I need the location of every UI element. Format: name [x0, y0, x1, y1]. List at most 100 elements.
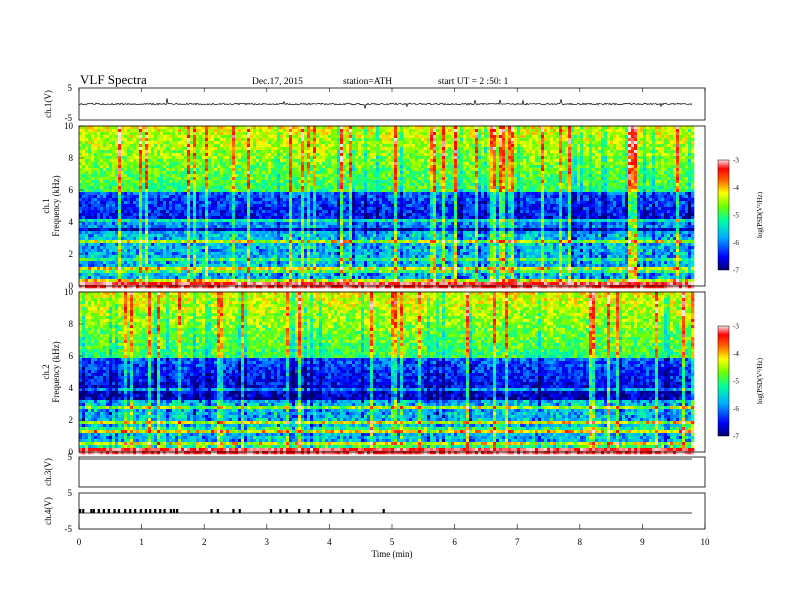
spectrogram-cell: [133, 198, 137, 202]
spectrogram-cell: [100, 216, 104, 220]
spectrogram-cell: [184, 162, 188, 166]
spectrogram-cell: [244, 132, 248, 136]
spectrogram-cell: [106, 219, 110, 223]
spectrogram-cell: [346, 231, 350, 235]
spectrogram-cell: [151, 261, 155, 265]
spectrogram-cell: [190, 153, 194, 157]
spectrogram-cell: [163, 234, 167, 238]
spectrogram-cell: [334, 228, 338, 232]
spectrogram-cell: [226, 246, 230, 250]
spectrogram-cell: [298, 276, 302, 280]
spectrogram-cell: [337, 207, 341, 211]
spectrogram-cell: [115, 153, 119, 157]
spectrogram-cell: [349, 270, 353, 274]
spectrogram-cell: [112, 240, 116, 244]
spectrogram-cell: [307, 249, 311, 253]
spectrogram-cell: [316, 201, 320, 205]
spectrogram-cell: [181, 252, 185, 256]
spectrogram-cell: [229, 222, 233, 226]
spectrogram-cell: [133, 150, 137, 154]
spectrogram-cell: [184, 240, 188, 244]
spectrogram-cell: [151, 144, 155, 148]
spectrogram-cell: [124, 168, 128, 172]
spectrogram-cell: [82, 249, 86, 253]
spectrogram-cell: [214, 252, 218, 256]
spectrogram-cell: [286, 234, 290, 238]
spectrogram-cell: [247, 156, 251, 160]
spectrogram-cell: [220, 273, 224, 277]
spectrogram-cell: [142, 213, 146, 217]
spectrogram-cell: [100, 210, 104, 214]
spectrogram-cell: [319, 219, 323, 223]
spectrogram-cell: [106, 285, 110, 289]
spectrogram-cell: [235, 231, 239, 235]
spectrogram-cell: [112, 264, 116, 268]
spectrogram-cell: [340, 186, 344, 190]
spectrogram-cell: [340, 219, 344, 223]
spectrogram-cell: [277, 132, 281, 136]
spectrogram-cell: [286, 261, 290, 265]
spectrogram-cell: [295, 144, 299, 148]
spectrogram-cell: [340, 147, 344, 151]
spectrogram-cell: [169, 261, 173, 265]
spectrogram-cell: [241, 195, 245, 199]
spectrogram-cell: [133, 228, 137, 232]
spectrogram-cell: [316, 219, 320, 223]
spectrogram-cell: [172, 168, 176, 172]
spectrogram-cell: [169, 186, 173, 190]
spectrogram-cell: [211, 270, 215, 274]
spectrogram-cell: [334, 171, 338, 175]
spectrogram-cell: [256, 138, 260, 142]
spectrogram-cell: [247, 186, 251, 190]
spectrogram-cell: [148, 156, 152, 160]
spectrogram-cell: [235, 240, 239, 244]
spectrogram-cell: [295, 147, 299, 151]
spectrogram-cell: [202, 156, 206, 160]
spectrogram-cell: [334, 213, 338, 217]
spectrogram-cell: [130, 219, 134, 223]
spectrogram-cell: [202, 129, 206, 133]
spectrogram-cell: [148, 198, 152, 202]
spectrogram-cell: [193, 213, 197, 217]
spectrogram-cell: [79, 285, 83, 289]
spectrogram-cell: [142, 195, 146, 199]
spectrogram-cell: [286, 222, 290, 226]
spectrogram-cell: [310, 180, 314, 184]
spectrogram-cell: [250, 144, 254, 148]
spectrogram-cell: [142, 204, 146, 208]
spectrogram-cell: [301, 171, 305, 175]
spectrogram-cell: [136, 252, 140, 256]
spectrogram-cell: [205, 210, 209, 214]
spectrogram-cell: [295, 153, 299, 157]
spectrogram-cell: [79, 129, 83, 133]
spectrogram-cell: [199, 153, 203, 157]
spectrogram-cell: [220, 168, 224, 172]
spectrogram-cell: [271, 201, 275, 205]
spectrogram-cell: [289, 204, 293, 208]
spectrogram-cell: [178, 192, 182, 196]
spectrogram-cell: [115, 186, 119, 190]
spectrogram-cell: [103, 126, 107, 130]
spectrogram-cell: [127, 174, 131, 178]
spectrogram-cell: [352, 219, 356, 223]
spectrogram-cell: [88, 285, 92, 289]
spectrogram-cell: [217, 237, 221, 241]
spectrogram-cell: [223, 246, 227, 250]
spectrogram-cell: [322, 147, 326, 151]
spectrogram-cell: [127, 210, 131, 214]
spectrogram-cell: [208, 159, 212, 163]
spectrogram-cell: [325, 264, 329, 268]
spectrogram-cell: [79, 210, 83, 214]
spectrogram-cell: [304, 285, 308, 289]
spectrogram-cell: [208, 168, 212, 172]
spectrogram-cell: [256, 171, 260, 175]
spectrogram-cell: [277, 240, 281, 244]
spectrogram-cell: [124, 258, 128, 262]
spectrogram-cell: [325, 216, 329, 220]
spectrogram-cell: [316, 171, 320, 175]
spectrogram-cell: [292, 183, 296, 187]
spectrogram-cell: [319, 267, 323, 271]
spectrogram-cell: [166, 240, 170, 244]
spectrogram-cell: [283, 132, 287, 136]
spectrogram-cell: [145, 219, 149, 223]
